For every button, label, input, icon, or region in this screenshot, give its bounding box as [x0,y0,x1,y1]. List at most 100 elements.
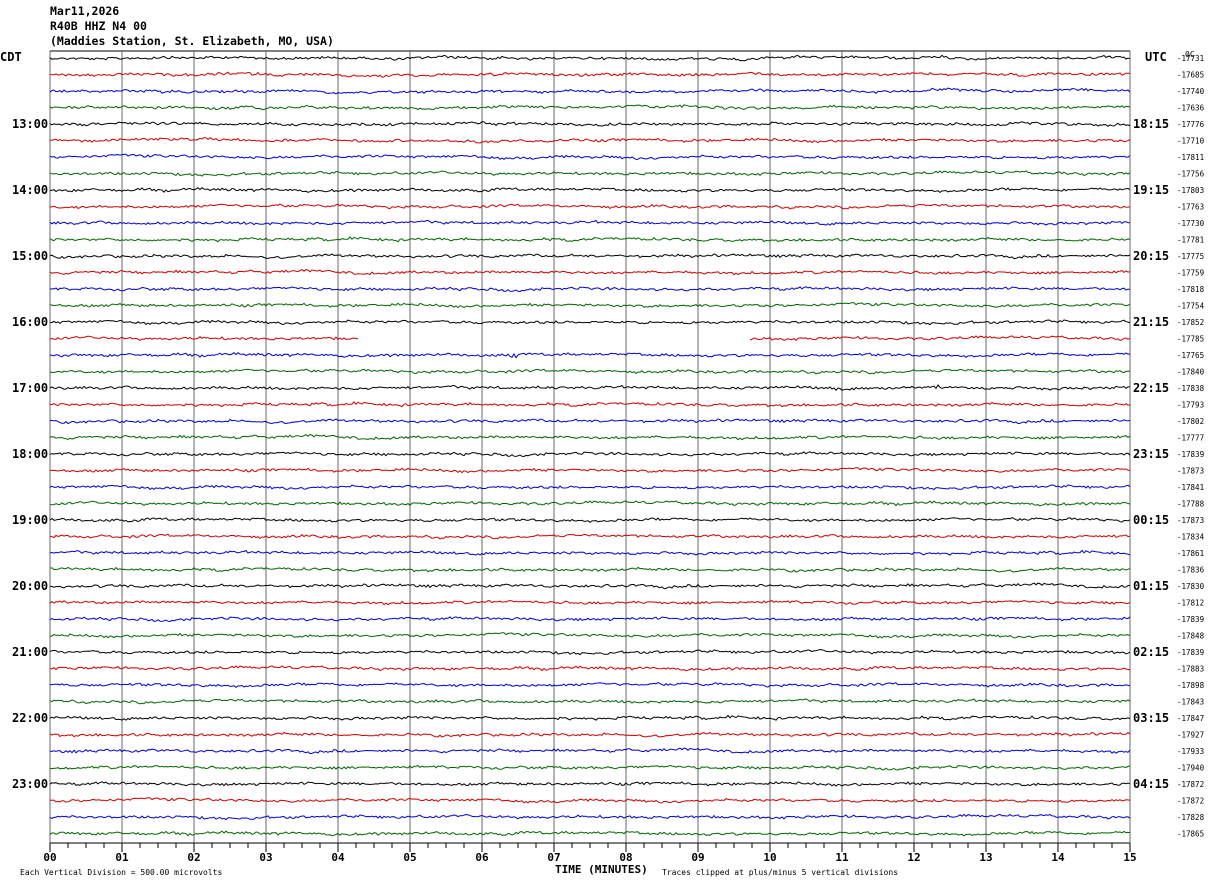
trace-offset-label: -17865 [1177,830,1204,839]
right-hour-label: 18:15 [1133,117,1169,131]
x-tick-label: 08 [619,851,632,864]
right-hour-label: 04:15 [1133,777,1169,791]
trace-offset-label: -17927 [1177,731,1204,740]
record-date: Mar11,2026 [50,4,120,18]
left-hour-label: 23:00 [12,777,48,791]
trace-line [49,87,1131,95]
trace-offset-label: -17828 [1177,813,1205,822]
trace-offset-label: -17848 [1177,632,1205,641]
x-tick-label: 03 [259,851,272,864]
trace-line [50,467,1131,474]
trace-line [49,186,1131,194]
right-hour-label: 21:15 [1133,315,1169,329]
trace-offset-label: -17740 [1177,87,1205,96]
x-tick-label: 01 [115,851,129,864]
trace-offset-label: -17763 [1177,203,1204,212]
trace-line [49,698,1131,705]
trace-line [49,616,1131,623]
x-tick-label: 12 [907,851,920,864]
trace-line [49,203,1131,210]
trace-offset-label: -17933 [1177,747,1204,756]
trace-offset-label: -17731 [1177,54,1204,63]
trace-offset-label: -17852 [1177,318,1204,327]
trace-line [49,170,1131,177]
trace-offset-label: -17830 [1177,582,1205,591]
trace-offset-label: -17883 [1177,665,1204,674]
trace-line [49,319,1131,326]
x-tick-label: 07 [547,851,560,864]
trace-offset-label: -17839 [1177,615,1204,624]
trace-line [49,286,1131,293]
left-hour-label: 22:00 [12,711,48,725]
trace-offset-label: -17775 [1177,252,1204,261]
x-tick-label: 13 [979,851,992,864]
trace-offset-label: -17756 [1177,170,1205,179]
trace-line [49,54,1131,62]
trace-offset-label: -17847 [1177,714,1204,723]
left-hour-label: 19:00 [12,513,48,527]
trace-offset-label: -17776 [1177,120,1205,129]
trace-line [49,665,1131,672]
trace-offset-label: -17839 [1177,648,1204,657]
left-timezone-label: CDT [0,50,22,64]
trace-line [50,797,1131,804]
trace-line [49,153,1131,161]
left-hour-label: 20:00 [12,579,48,593]
left-hour-label: 21:00 [12,645,48,659]
x-tick-label: 09 [691,851,704,864]
trace-line [49,566,1131,573]
grid-layer [49,50,1131,852]
trace-line [49,533,1131,540]
trace-offset-label: -17861 [1177,549,1204,558]
x-tick-label: 04 [331,851,345,864]
right-hour-label: 02:15 [1133,645,1169,659]
trace-offset-label: -17803 [1177,186,1204,195]
trace-line [49,764,1131,771]
left-hour-label: 16:00 [12,315,48,329]
trace-offset-label: -17781 [1177,236,1204,245]
trace-line [49,731,1131,738]
trace-offset-label: -17834 [1177,533,1205,542]
trace-line [49,648,1131,656]
trace-line [49,269,1131,276]
trace-offset-label: -17872 [1177,797,1204,806]
right-hour-label: 22:15 [1133,381,1169,395]
trace-offset-label: -17940 [1177,764,1205,773]
trace-line [49,599,1131,606]
trace-line [49,384,1131,392]
trace-offset-label: -17785 [1177,335,1204,344]
trace-line [49,104,1131,111]
trace-line [49,335,1131,342]
trace-offset-label: -17838 [1177,384,1205,393]
trace-offset-label: -17811 [1177,153,1204,162]
trace-offset-label: -17873 [1177,516,1204,525]
trace-offset-label: -17818 [1177,285,1205,294]
clip-note: Traces clipped at plus/minus 5 vertical … [662,868,898,877]
trace-offset-label: -17836 [1177,566,1205,575]
trace-line [49,451,1131,458]
trace-line [49,368,1131,375]
right-hour-label: 19:15 [1133,183,1169,197]
trace-layer [49,54,1131,837]
x-tick-label: 02 [187,851,200,864]
trace-offset-label: -17812 [1177,599,1204,608]
x-tick-label: 11 [835,851,849,864]
trace-line [49,71,1131,78]
trace-line [49,302,1131,309]
trace-line [49,813,1131,821]
trace-line [49,253,1131,260]
trace-offset-label: -17873 [1177,467,1204,476]
left-hour-label: 14:00 [12,183,48,197]
trace-line [49,418,1131,425]
channel-id: R40B HHZ N4 00 [50,19,147,33]
station-name: (Maddies Station, St. Elizabeth, MO, USA… [50,34,334,48]
x-axis-title: TIME (MINUTES) [555,863,648,876]
trace-line [49,830,1131,837]
trace-line [49,401,1131,408]
x-tick-label: 05 [403,851,416,864]
x-tick-label: 10 [763,851,776,864]
trace-line [49,714,1131,721]
trace-offset-label: -17685 [1177,71,1204,80]
